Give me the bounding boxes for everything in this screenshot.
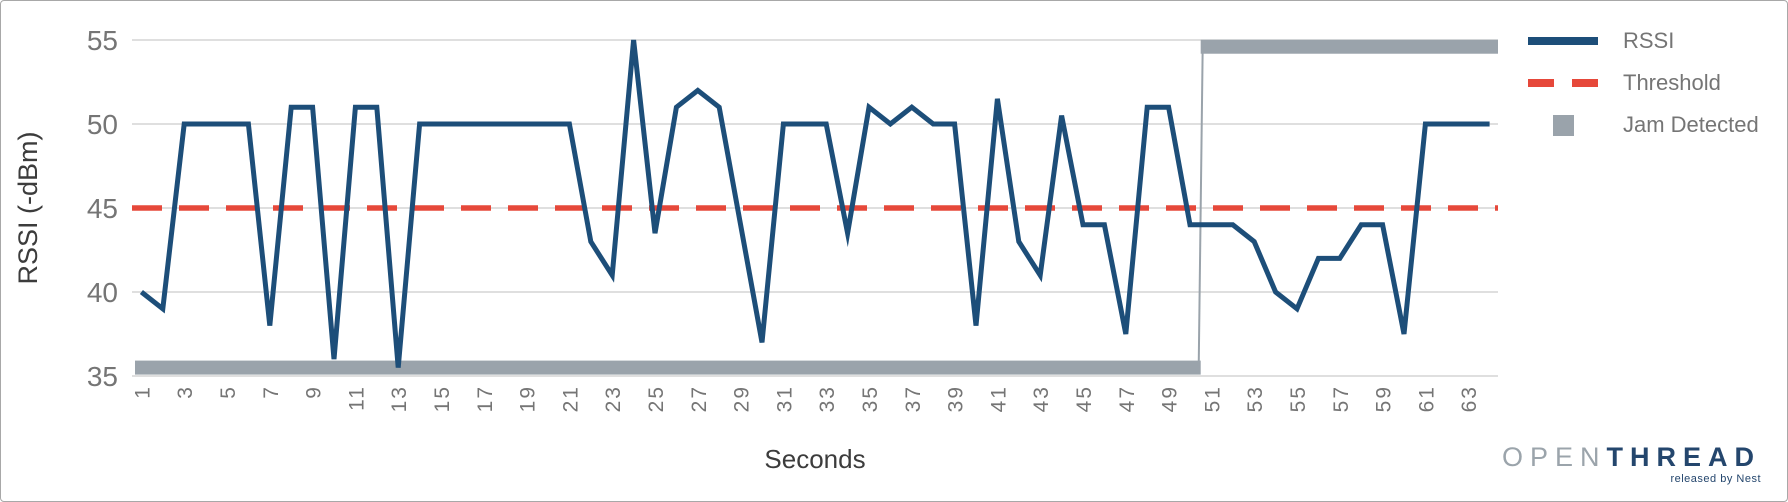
svg-text:33: 33 xyxy=(816,385,839,412)
rssi-swatch-bar xyxy=(1528,37,1598,45)
threshold-dash-swatch xyxy=(1528,79,1598,87)
svg-text:35: 35 xyxy=(859,385,882,412)
svg-text:17: 17 xyxy=(474,385,497,412)
legend-item-rssi: RSSI xyxy=(1528,20,1759,62)
svg-text:3: 3 xyxy=(174,385,197,399)
jam-swatch-square xyxy=(1552,114,1574,136)
svg-text:37: 37 xyxy=(902,385,925,412)
svg-text:Seconds: Seconds xyxy=(764,444,865,474)
svg-text:15: 15 xyxy=(431,385,454,412)
svg-text:RSSI (-dBm): RSSI (-dBm) xyxy=(13,131,43,284)
jam-square-swatch xyxy=(1528,114,1598,136)
svg-text:47: 47 xyxy=(1116,385,1139,412)
svg-text:55: 55 xyxy=(1287,385,1310,412)
svg-text:11: 11 xyxy=(345,385,368,411)
svg-text:63: 63 xyxy=(1458,385,1481,412)
rssi-line-swatch xyxy=(1528,37,1598,45)
legend-label-threshold: Threshold xyxy=(1623,70,1721,95)
svg-text:57: 57 xyxy=(1330,385,1353,412)
svg-text:41: 41 xyxy=(987,385,1010,412)
logo-thread-text: THREAD xyxy=(1606,442,1761,472)
svg-text:9: 9 xyxy=(303,385,326,399)
svg-text:55: 55 xyxy=(87,25,118,56)
logo-open-text: OPEN xyxy=(1501,442,1607,472)
svg-text:45: 45 xyxy=(1073,385,1096,412)
svg-text:19: 19 xyxy=(517,385,540,412)
svg-text:49: 49 xyxy=(1159,385,1182,412)
svg-text:45: 45 xyxy=(87,193,118,224)
svg-text:35: 35 xyxy=(87,361,118,392)
openthread-logo: OPENTHREAD released by Nest xyxy=(1502,444,1761,485)
legend-item-jam: Jam Detected xyxy=(1528,104,1759,146)
svg-text:51: 51 xyxy=(1201,385,1224,412)
svg-text:7: 7 xyxy=(260,385,283,399)
svg-text:5: 5 xyxy=(217,385,240,399)
svg-text:1: 1 xyxy=(131,385,154,399)
legend-label-jam: Jam Detected xyxy=(1623,112,1759,137)
svg-text:25: 25 xyxy=(645,385,668,412)
legend-label-rssi: RSSI xyxy=(1623,28,1675,53)
svg-text:29: 29 xyxy=(731,385,754,412)
threshold-swatch-bar xyxy=(1528,79,1598,87)
legend: RSSI Threshold Jam Detected xyxy=(1528,20,1759,146)
legend-item-threshold: Threshold xyxy=(1528,62,1759,104)
svg-text:59: 59 xyxy=(1373,385,1396,412)
svg-text:27: 27 xyxy=(688,385,711,412)
svg-text:23: 23 xyxy=(602,385,625,412)
svg-text:13: 13 xyxy=(388,385,411,412)
svg-text:31: 31 xyxy=(773,385,796,412)
svg-text:53: 53 xyxy=(1244,385,1267,412)
svg-text:39: 39 xyxy=(945,385,968,412)
svg-text:61: 61 xyxy=(1415,385,1438,412)
logo-tagline: released by Nest xyxy=(1670,473,1761,485)
svg-text:50: 50 xyxy=(87,109,118,140)
svg-text:21: 21 xyxy=(559,385,582,412)
svg-text:43: 43 xyxy=(1030,385,1053,412)
svg-text:40: 40 xyxy=(87,277,118,308)
openthread-logo-wordmark: OPENTHREAD xyxy=(1502,444,1761,471)
